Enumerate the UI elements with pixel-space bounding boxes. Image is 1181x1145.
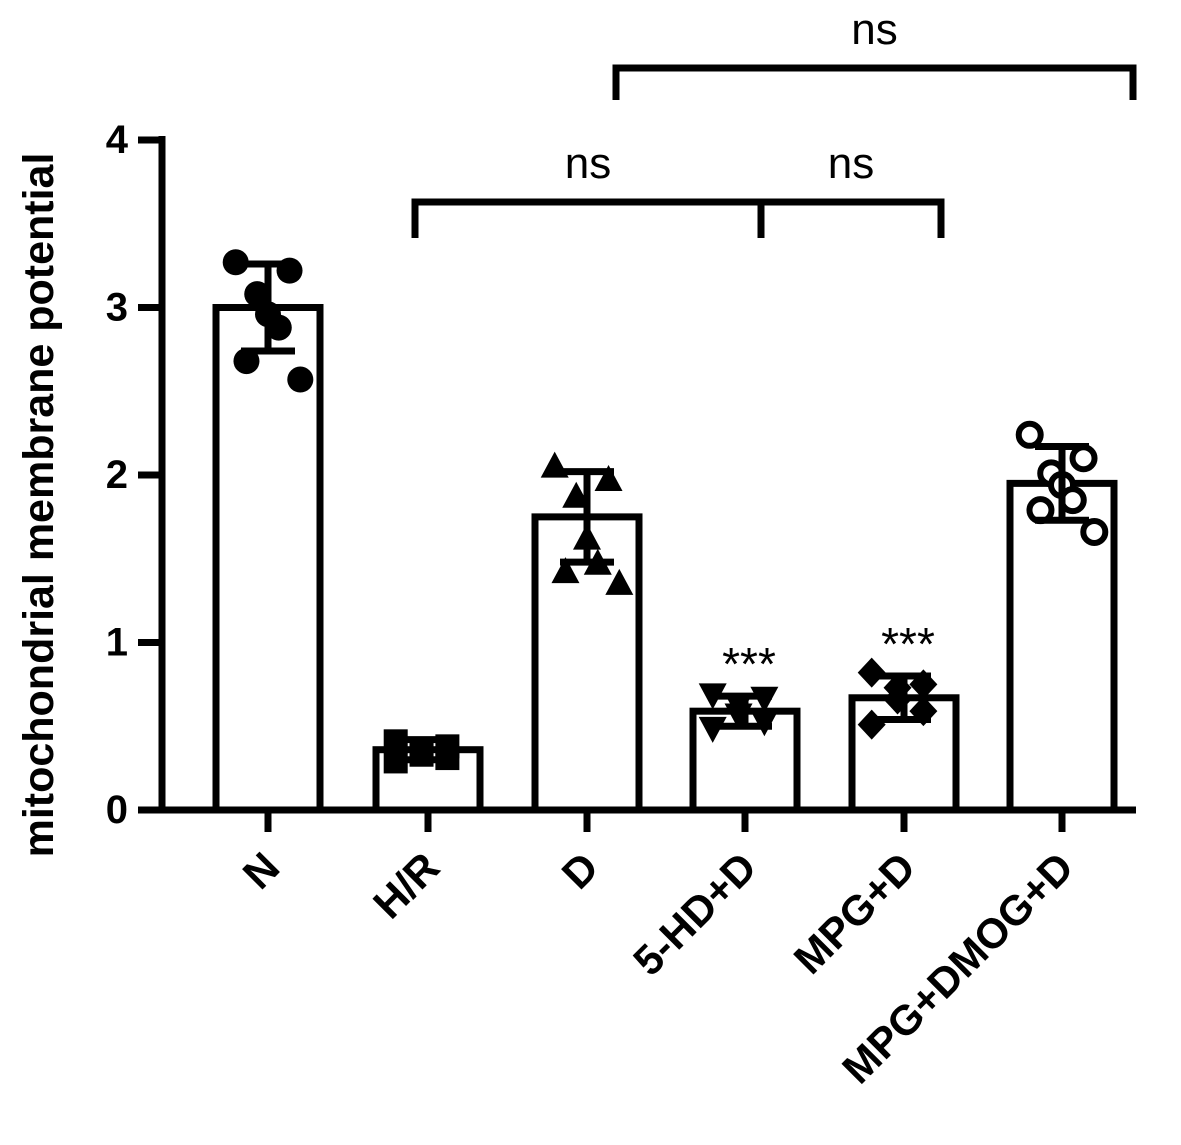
data-point: [233, 348, 260, 375]
data-point: [1080, 517, 1109, 546]
x-tick-label: 5-HD+D: [624, 843, 765, 984]
data-point: [287, 366, 314, 393]
comparison-bracket: [612, 64, 1137, 100]
data-point: [594, 465, 623, 492]
comparison-bracket: [411, 198, 765, 238]
y-tick-label: 4: [106, 118, 129, 162]
x-tick-label: H/R: [364, 843, 448, 927]
y-tick-label: 2: [106, 453, 128, 497]
data-point: [222, 249, 249, 276]
data-point: [857, 657, 886, 688]
data-point: [562, 481, 591, 508]
bar: [1006, 479, 1118, 814]
y-tick-label: 3: [106, 286, 128, 330]
data-point: [265, 314, 292, 341]
significance-label: ***: [722, 638, 776, 690]
x-tick-label: MPG+D: [785, 843, 925, 983]
data-point: [1015, 420, 1044, 449]
significance-label: ***: [881, 618, 935, 670]
y-axis-label: mitochondrial membrane potential: [15, 153, 63, 858]
data-point: [1069, 444, 1098, 473]
data-point: [698, 683, 727, 710]
data-point: [551, 557, 580, 584]
x-tick-label: D: [553, 843, 608, 898]
comparison-label: ns: [565, 139, 611, 188]
y-tick-label: 1: [106, 621, 128, 665]
y-tick-label: 0: [106, 788, 128, 832]
comparison-label: ns: [828, 139, 874, 188]
x-tick-label: N: [234, 843, 289, 898]
comparison-bracket: [757, 198, 945, 238]
data-point: [244, 281, 271, 308]
data-point: [605, 568, 634, 595]
comparison-label: ns: [851, 5, 897, 54]
